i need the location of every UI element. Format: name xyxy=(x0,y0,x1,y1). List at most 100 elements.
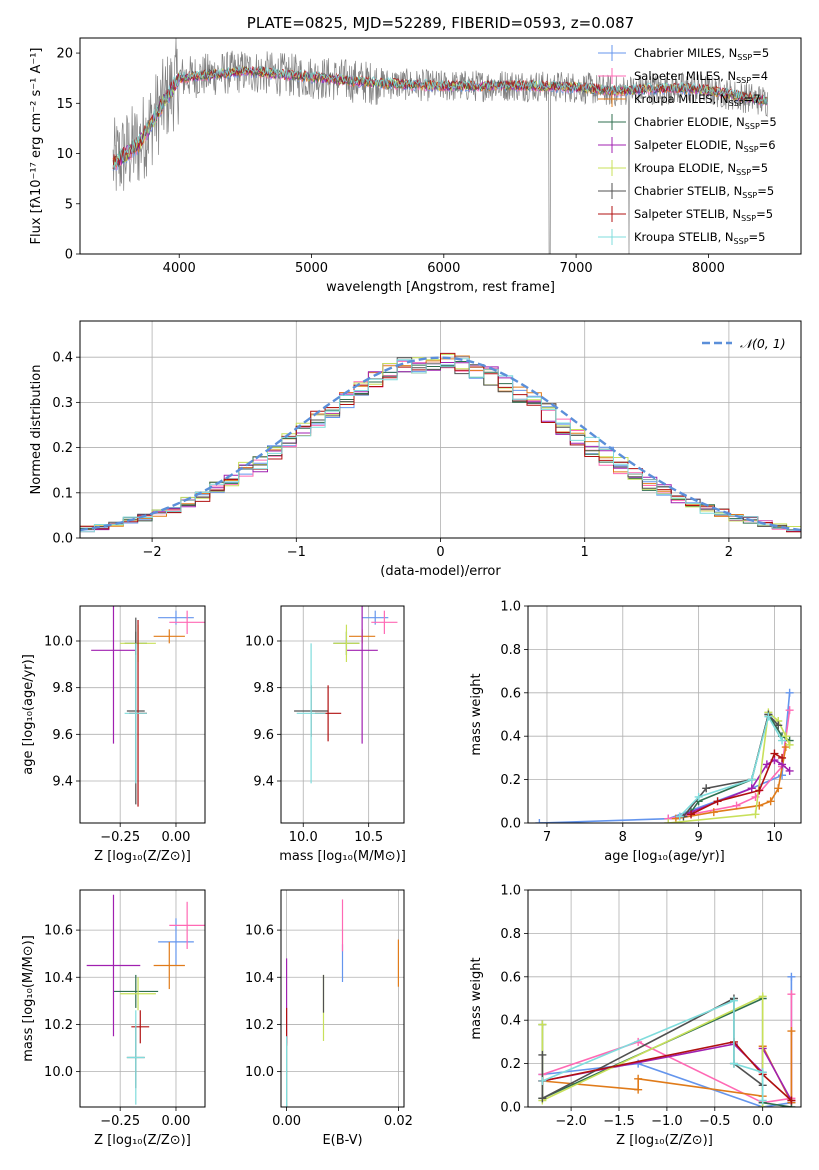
y-tick-label: 15 xyxy=(56,97,73,112)
y-tick-label: 10.0 xyxy=(44,1065,73,1080)
errorbars xyxy=(285,899,400,1107)
spectrum-panel: PLATE=0825, MJD=52289, FIBERID=0593, z=0… xyxy=(29,14,802,295)
y-tick-label: 0 xyxy=(65,248,73,263)
y-tick-label: 10.4 xyxy=(245,971,274,986)
mass-weight-marker xyxy=(687,810,696,819)
y-axis-label: mass weight xyxy=(469,957,484,1039)
mass-weight-marker xyxy=(787,1027,796,1036)
mass-weight-marker xyxy=(675,812,684,821)
histogram-series xyxy=(80,355,801,533)
x-tick-label: 0.00 xyxy=(162,830,191,845)
mass-weight-marker xyxy=(664,819,673,823)
x-tick-label: 10.5 xyxy=(354,830,383,845)
spectrum-legend: Chabrier MILES, NSSP=5 Salpeter MILES, NS… xyxy=(598,45,777,246)
y-tick-label: 0.8 xyxy=(500,927,521,942)
x-axis-label: (data-model)/error xyxy=(380,564,501,579)
x-tick-label: −1.5 xyxy=(603,1114,635,1129)
mass-weight-marker xyxy=(787,972,796,981)
y-axis-label: mass [log₁₀(M/M⊙)] xyxy=(21,935,36,1062)
legend-label: Salpeter MILES, NSSP=4 xyxy=(634,69,768,85)
y-tick-label: 0.4 xyxy=(500,1014,521,1029)
x-tick-label: 9 xyxy=(694,830,702,845)
legend-label: Kroupa ELODIE, NSSP=5 xyxy=(634,161,768,177)
y-tick-label: 10.6 xyxy=(245,924,274,939)
mass-weight-marker xyxy=(758,992,767,1001)
mass-weight-marker xyxy=(785,766,794,775)
mass-weight-marker xyxy=(713,797,722,806)
y-axis-label: mass weight xyxy=(469,673,484,755)
mass-weight-marker xyxy=(729,996,738,1005)
observed-spectrum xyxy=(112,38,769,254)
mass-weight-marker xyxy=(778,771,787,780)
y-tick-label: 9.8 xyxy=(52,681,73,696)
mass-weight-marker xyxy=(758,1096,767,1105)
x-tick-label: −2.0 xyxy=(555,1114,587,1129)
mass-weight-marker xyxy=(694,792,703,801)
mass-weight-series xyxy=(675,746,787,820)
errorbar-panel: 10.0 10.5 9.4 9.6 9.8 10.0 mass [log₁₀(M/M⊙)] xyxy=(245,605,406,864)
x-axis-label: Z [log₁₀(Z/Z⊙)] xyxy=(94,849,191,864)
y-tick-label: 0.0 xyxy=(500,817,521,832)
x-tick-label: 0.0 xyxy=(752,1114,773,1129)
mass-weight-series xyxy=(542,1041,792,1102)
x-tick-label: −2 xyxy=(143,545,162,560)
errorbar-panel: −0.25 0.00 9.4 9.6 9.8 10.0 Z [log₁₀(Z/Z⊙)] age… xyxy=(21,605,206,864)
errorbars xyxy=(86,894,205,1105)
y-tick-label: 10.4 xyxy=(44,971,73,986)
axes-frame xyxy=(280,889,405,1108)
mass-weight-series xyxy=(668,710,791,820)
x-tick-label: 6000 xyxy=(427,261,460,276)
x-axis-label: E(B-V) xyxy=(322,1133,362,1148)
mass-weight-marker xyxy=(766,797,775,806)
mass-weight-marker xyxy=(758,1068,767,1077)
axes-frame xyxy=(79,37,802,255)
legend-label: Salpeter STELIB, NSSP=5 xyxy=(634,207,773,223)
spectrum-lines xyxy=(112,38,769,254)
histogram-panel: −2 −1 0 1 2 0.0 0.1 0.2 0.3 0.4 (data-model)/error… xyxy=(29,320,802,579)
mass-weight-panel: −2.0 −1.5 −1.0 −0.5 0.0 0.0 0.2 0.4 0.6 0.8 1.0 Z [… xyxy=(469,884,802,1148)
mass-weight-marker xyxy=(781,732,790,741)
legend-label: Salpeter ELODIE, NSSP=6 xyxy=(634,138,776,154)
mass-weight-marker xyxy=(778,736,787,745)
mass-weight-marker xyxy=(538,1076,547,1085)
model-spectrum-line xyxy=(112,65,768,169)
y-tick-label: 10.0 xyxy=(245,635,274,650)
y-tick-label: 0.6 xyxy=(500,686,521,701)
mass-weight-marker xyxy=(747,784,756,793)
y-tick-label: 0.2 xyxy=(500,1057,521,1072)
y-tick-label: 9.6 xyxy=(253,728,274,743)
axes-frame xyxy=(79,320,802,539)
x-tick-label: −1.0 xyxy=(651,1114,683,1129)
histogram-series xyxy=(80,358,801,533)
legend-label: Chabrier MILES, NSSP=5 xyxy=(634,46,769,62)
mass-weight-marker xyxy=(778,753,787,762)
mass-weight-marker xyxy=(538,1020,547,1029)
mass-weight-marker xyxy=(538,1094,547,1103)
legend-label: Kroupa STELIB, NSSP=5 xyxy=(634,230,766,246)
x-tick-label: 8000 xyxy=(692,261,725,276)
y-tick-label: 20 xyxy=(56,47,73,62)
y-tick-label: 0.0 xyxy=(500,1101,521,1116)
histogram-steps xyxy=(80,352,801,533)
y-tick-label: 1.0 xyxy=(500,600,521,615)
mass-weight-marker xyxy=(751,810,760,819)
x-axis-label: mass [log₁₀(M/M⊙)] xyxy=(279,849,406,864)
y-tick-label: 0.2 xyxy=(500,773,521,788)
axes-frame xyxy=(79,889,206,1108)
y-tick-label: 9.8 xyxy=(253,681,274,696)
mass-weight-marker xyxy=(634,1085,643,1094)
x-tick-label: −0.25 xyxy=(100,1114,140,1129)
mass-weight-marker xyxy=(764,712,773,721)
y-tick-label: 5 xyxy=(65,197,73,212)
y-tick-label: 10.6 xyxy=(44,924,73,939)
model-spectrum-line xyxy=(112,65,768,169)
x-tick-label: −1 xyxy=(287,545,306,560)
x-tick-label: 5000 xyxy=(295,261,328,276)
y-tick-label: 9.4 xyxy=(52,775,73,790)
errorbars xyxy=(91,606,205,807)
y-tick-label: 10.2 xyxy=(44,1018,73,1033)
x-axis-label: age [log₁₀(age/yr)] xyxy=(604,849,725,864)
x-tick-label: 0.00 xyxy=(272,1114,301,1129)
mass-weight-marker xyxy=(709,808,718,817)
